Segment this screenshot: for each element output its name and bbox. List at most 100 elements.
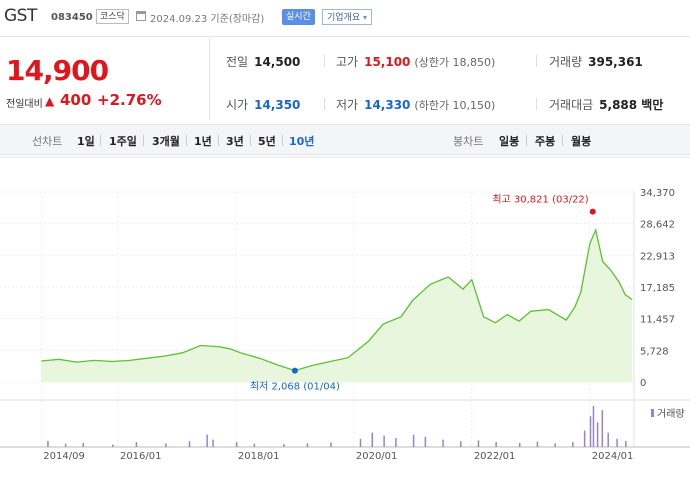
divider [282,135,283,146]
current-price: 14,900 [6,54,109,87]
x-tick-label: 2016/01 [120,451,162,462]
divider [526,135,527,146]
volume-bar [518,442,521,447]
x-tick-label: 2020/01 [356,451,398,462]
volume-bar [212,439,214,447]
y-tick-label: 0 [640,378,646,389]
x-tick-label: 2022/01 [474,451,516,462]
volume-bar [477,440,480,447]
chevron-down-icon: ▾ [363,13,368,22]
volume-legend-label: 거래량 [657,408,685,420]
divider [536,98,537,110]
change-label: 전일대비 [6,99,43,110]
x-tick-label: 2018/01 [238,451,280,462]
stat-open-value: 14,350 [254,98,301,112]
volume-bar [583,430,586,447]
stat-volume-label: 거래량 [549,55,583,69]
tab-5y[interactable]: 5년 [258,135,276,148]
x-tick-label: 2024/01 [592,451,634,462]
tab-1d[interactable]: 1일 [77,135,95,148]
tab-3m[interactable]: 3개월 [152,135,180,148]
volume-bar [47,440,49,447]
stock-header: GST 083450 코스닥 2024.09.23 기준(장마감) 실시간 기업… [0,0,690,37]
stat-low-label: 저가 [336,98,359,112]
tab-daily[interactable]: 일봉 [499,135,520,148]
low-annotation: 최저 2,068 (01/04) [250,381,340,393]
divider [218,135,219,146]
price-line [41,227,633,372]
tab-1w[interactable]: 1주일 [109,135,137,148]
stat-volume-value: 395,361 [588,55,643,69]
line-chart-label: 선차트 [32,135,63,148]
price-area [41,230,633,382]
volume-bar [592,406,595,447]
volume-bar [64,443,67,447]
volume-bar [607,432,609,447]
volume-bar [165,443,167,447]
price-chart[interactable]: 34,370 28,642 22,913 17,185 11,457 5,728 0 2014… [0,156,690,479]
low-marker [291,367,298,374]
divider [562,135,563,146]
up-arrow-icon: ▲ [45,94,55,108]
volume-bar [442,439,444,447]
stats-grid: 전일 14,500 고가 15,100 (상한가 18,850) 거래량 395,361… [211,38,690,120]
stat-prev-label: 전일 [226,55,249,69]
upper-limit: (상한가 18,850) [414,56,496,69]
volume-bar [135,442,138,447]
price-chart-svg: 34,370 28,642 22,913 17,185 11,457 5,728 0 2014… [0,156,690,462]
divider [536,55,537,67]
company-overview-label: 기업개요 [327,13,361,23]
divider [186,135,187,146]
tab-3y[interactable]: 3년 [226,135,244,148]
volume-bar [495,442,497,447]
change-value: 400 [60,91,92,109]
stat-low: 저가 14,330 (하한가 10,150) [336,96,495,113]
volume-bar [616,438,618,447]
volume-bar [206,434,208,447]
stat-volume: 거래량 395,361 [549,53,643,70]
realtime-button[interactable]: 실시간 [282,9,315,25]
stat-prev-value: 14,500 [254,55,301,69]
tab-weekly[interactable]: 주봉 [535,135,556,148]
x-tick-label: 2014/09 [43,451,85,462]
volume-bar [395,437,397,447]
volume-bar [383,435,385,447]
chart-period-tabs: 선차트 1일 1주일 3개월 1년 3년 5년 10년 봉차트 일봉 주봉 월봉 [0,124,690,155]
volume-bar [601,410,604,447]
volume-legend-swatch [651,409,654,417]
volume-bar [330,442,332,447]
stat-high-label: 고가 [336,55,359,69]
tab-monthly[interactable]: 월봉 [571,135,592,148]
lower-limit: (하한가 10,150) [414,99,496,112]
volume-bar [306,443,309,447]
high-annotation: 최고 30,821 (03/22) [492,194,588,206]
volume-bar [412,434,415,447]
volume-bar [625,440,627,447]
volume-bar [235,442,238,447]
divider [100,135,101,146]
stat-high-value: 15,100 [364,55,411,69]
y-tick-label: 5,728 [640,346,669,357]
candle-chart-label: 봉차트 [453,135,484,148]
divider [143,135,144,146]
volume-bar [112,444,114,447]
tab-10y[interactable]: 10년 [289,135,315,148]
stat-high: 고가 15,100 (상한가 18,850) [336,53,495,70]
price-summary: 14,900 전일대비 ▲ 400 +2.76% [0,38,210,120]
volume-bar [589,416,592,447]
stat-amount-label: 거래대금 [549,98,594,112]
stock-name[interactable]: GST [4,6,37,26]
volume-bar [554,443,556,447]
volume-bar [359,438,362,447]
volume-bar [371,432,374,447]
company-overview-dropdown[interactable]: 기업개요 ▾ [322,9,373,25]
stat-amount-value: 5,888 백만 [599,98,664,112]
volume-bar [188,441,191,447]
volume-bar [424,436,427,447]
volume-bar [283,444,285,447]
volume-bar [596,422,599,447]
volume-bar [572,442,574,447]
y-tick-label: 17,185 [640,283,675,294]
tab-1y[interactable]: 1년 [194,135,212,148]
divider [250,135,251,146]
